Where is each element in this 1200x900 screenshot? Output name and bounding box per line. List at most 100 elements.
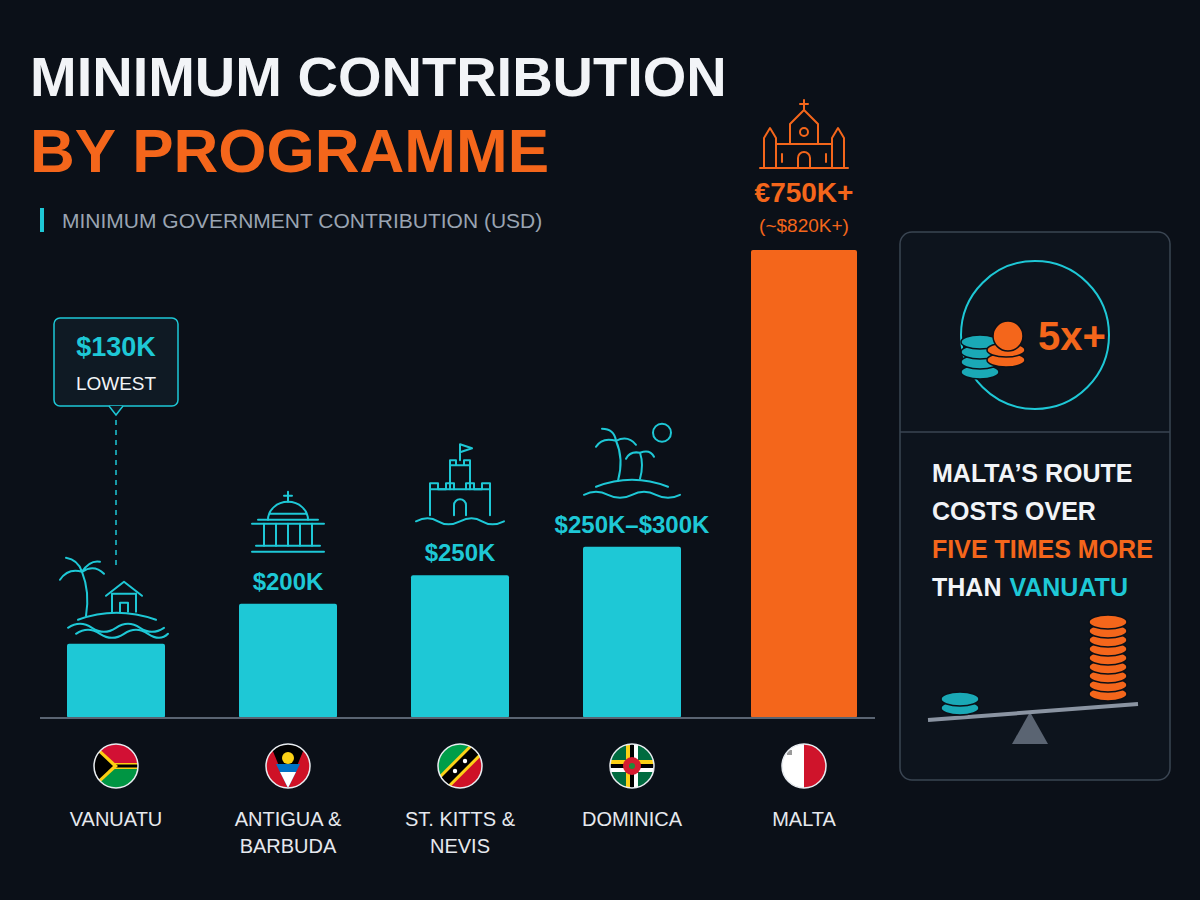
flag-part	[453, 769, 457, 773]
note-line: COSTS OVER	[932, 497, 1096, 525]
value-label: $130K	[76, 332, 156, 362]
value-label: $250K	[425, 539, 496, 566]
icon-stroke	[287, 524, 289, 546]
icon-stroke	[430, 489, 490, 515]
note-segment: MALTA’S ROUTE	[932, 459, 1132, 487]
flag	[782, 744, 826, 788]
icon-stroke	[450, 460, 470, 489]
background	[0, 0, 1200, 900]
flag-part	[282, 752, 294, 764]
icon-stroke	[584, 492, 680, 498]
flag-part	[630, 744, 634, 788]
icon-stroke	[798, 152, 810, 168]
icon-stroke	[782, 154, 826, 162]
category-line: DOMINICA	[582, 808, 683, 830]
callout-box	[54, 318, 178, 406]
icon-stroke	[454, 499, 466, 515]
icon-stroke	[311, 524, 313, 546]
icon-stroke	[275, 524, 277, 546]
value-label: $250K–$300K	[555, 511, 710, 538]
flag-part	[610, 764, 654, 768]
category-label: MALTA	[772, 808, 836, 830]
note-segment: THAN	[932, 573, 1001, 601]
category-line: NEVIS	[430, 835, 490, 857]
callout-leader	[115, 420, 117, 566]
icon-stroke	[776, 144, 832, 168]
icon-stroke	[790, 110, 818, 144]
chart-root: MINIMUM CONTRIBUTION BY PROGRAMME MINIMUM …	[0, 0, 1200, 900]
value-label-original-currency: €750K+	[755, 177, 854, 208]
bar	[751, 250, 857, 718]
category-label: DOMINICA	[582, 808, 683, 830]
icon-stroke	[430, 483, 490, 489]
flag-part	[266, 744, 310, 788]
coin	[941, 692, 979, 706]
category-label: ANTIGUA & BARBUDA	[235, 808, 342, 857]
flag-ring	[438, 744, 482, 788]
flag-part	[610, 744, 654, 788]
icon-window	[800, 128, 808, 136]
flag-part	[623, 757, 641, 775]
icon	[584, 424, 680, 498]
icon-stroke	[800, 100, 808, 110]
icon-sun	[653, 424, 671, 442]
title: MINIMUM CONTRIBUTION	[30, 45, 727, 108]
icon-stroke	[82, 572, 87, 616]
icon-stroke	[106, 582, 142, 612]
flag-part	[276, 764, 300, 788]
note-line: THAN VANUATU	[932, 573, 1128, 601]
icon-stroke	[284, 492, 292, 502]
bar	[67, 644, 165, 718]
note-segment: VANUATU	[1009, 573, 1128, 601]
coin	[993, 321, 1023, 351]
icon	[416, 444, 504, 524]
icon	[252, 492, 324, 552]
flag-ring	[782, 744, 826, 788]
value-label: $200K	[253, 568, 324, 595]
flag-part	[434, 740, 486, 792]
flag-part	[434, 740, 486, 792]
category-line: ST. KITTS &	[405, 808, 516, 830]
bar	[583, 547, 681, 718]
flag	[434, 740, 486, 792]
flag-part	[629, 763, 635, 769]
flag-ring	[266, 744, 310, 788]
title-highlight: BY PROGRAMME	[30, 116, 549, 185]
icon	[760, 100, 848, 168]
coin	[1089, 615, 1127, 629]
icon-stroke	[252, 520, 324, 524]
flag-part	[280, 772, 296, 788]
baseline	[40, 717, 875, 719]
icon-stroke	[460, 444, 472, 460]
flag	[266, 744, 310, 788]
icon-stroke	[76, 630, 168, 638]
panel-divider	[900, 431, 1170, 433]
bar	[411, 575, 509, 718]
icon-stroke	[78, 613, 156, 620]
flag	[94, 744, 138, 788]
category-line: VANUATU	[70, 808, 163, 830]
flag-part	[94, 744, 118, 788]
icon-stroke	[299, 524, 301, 546]
note-line: MALTA’S ROUTE	[932, 459, 1132, 487]
bar	[239, 604, 337, 718]
badge-ring	[961, 261, 1109, 409]
icon-stroke	[416, 518, 504, 524]
subtitle: MINIMUM GOVERNMENT CONTRIBUTION (USD)	[62, 209, 542, 232]
category-line: BARBUDA	[240, 835, 337, 857]
icon-stroke	[263, 524, 265, 546]
flag	[610, 744, 654, 788]
badge: 5x+	[1038, 314, 1106, 358]
flag-part	[782, 744, 804, 788]
callout-text: LOWEST	[76, 373, 157, 394]
icon-stroke	[626, 451, 654, 478]
flag-part	[94, 748, 113, 784]
category-line: ANTIGUA &	[235, 808, 342, 830]
callout-pointer	[109, 406, 123, 415]
subtitle-marker	[40, 208, 44, 232]
note-line: FIVE TIMES MORE	[932, 535, 1153, 563]
flag-part	[463, 759, 467, 763]
icon	[60, 558, 168, 638]
category-label: ST. KITTS & NEVIS	[405, 808, 516, 857]
note-segment: FIVE TIMES MORE	[932, 535, 1153, 563]
